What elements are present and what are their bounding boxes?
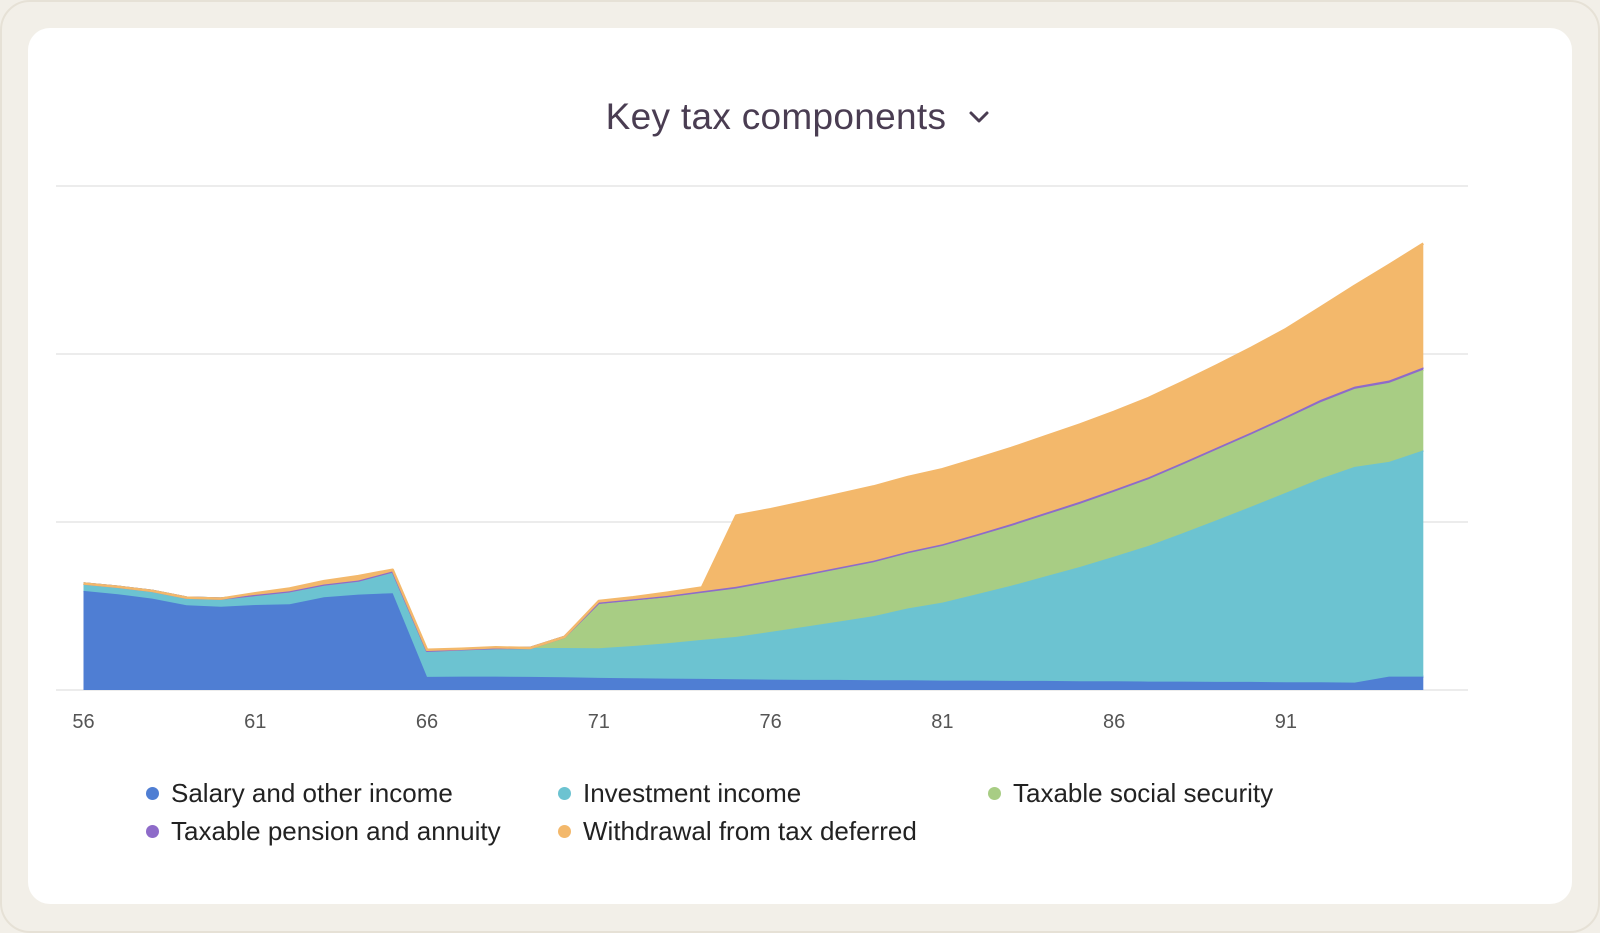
- area-series-1: [83, 450, 1424, 683]
- x-tick-label-0: 56: [72, 711, 94, 733]
- legend-dot-icon: [558, 825, 571, 838]
- legend-label: Investment income: [583, 778, 802, 808]
- legend-dot-icon: [146, 787, 159, 800]
- legend-label: Taxable social security: [1013, 778, 1274, 808]
- area-series-0: [83, 590, 1424, 690]
- x-tick-label-4: 76: [759, 711, 781, 733]
- x-tick-label-3: 71: [588, 711, 610, 733]
- area-series-2: [83, 369, 1424, 651]
- legend-label: Salary and other income: [171, 778, 453, 808]
- legend-item-2[interactable]: Taxable social security: [988, 778, 1273, 809]
- legend-dot-icon: [146, 825, 159, 838]
- x-tick-label-7: 91: [1275, 711, 1297, 733]
- chart-title: Key tax components: [605, 96, 947, 137]
- chart-card: Key tax components 56 61 66 71 76 81 86 91 Sala…: [28, 28, 1572, 904]
- x-tick-label-2: 66: [416, 711, 438, 733]
- area-chart: 56 61 66 71 76 81 86 91: [56, 185, 1468, 733]
- area-edge-series-4: [83, 242, 1424, 651]
- chevron-down-icon[interactable]: [964, 102, 994, 132]
- x-tick-label-1: 61: [244, 711, 266, 733]
- area-series-4: [83, 243, 1424, 651]
- legend-dot-icon: [988, 787, 1001, 800]
- x-tick-label-5: 81: [931, 711, 953, 733]
- legend-item-3[interactable]: Taxable pension and annuity: [146, 816, 501, 847]
- legend-label: Withdrawal from tax deferred: [583, 816, 917, 846]
- legend-item-0[interactable]: Salary and other income: [146, 778, 453, 809]
- x-tick-label-6: 86: [1103, 711, 1125, 733]
- chart-header: Key tax components: [28, 96, 1572, 138]
- legend-label: Taxable pension and annuity: [171, 816, 501, 846]
- legend-dot-icon: [558, 787, 571, 800]
- legend-item-1[interactable]: Investment income: [558, 778, 801, 809]
- legend-item-4[interactable]: Withdrawal from tax deferred: [558, 816, 917, 847]
